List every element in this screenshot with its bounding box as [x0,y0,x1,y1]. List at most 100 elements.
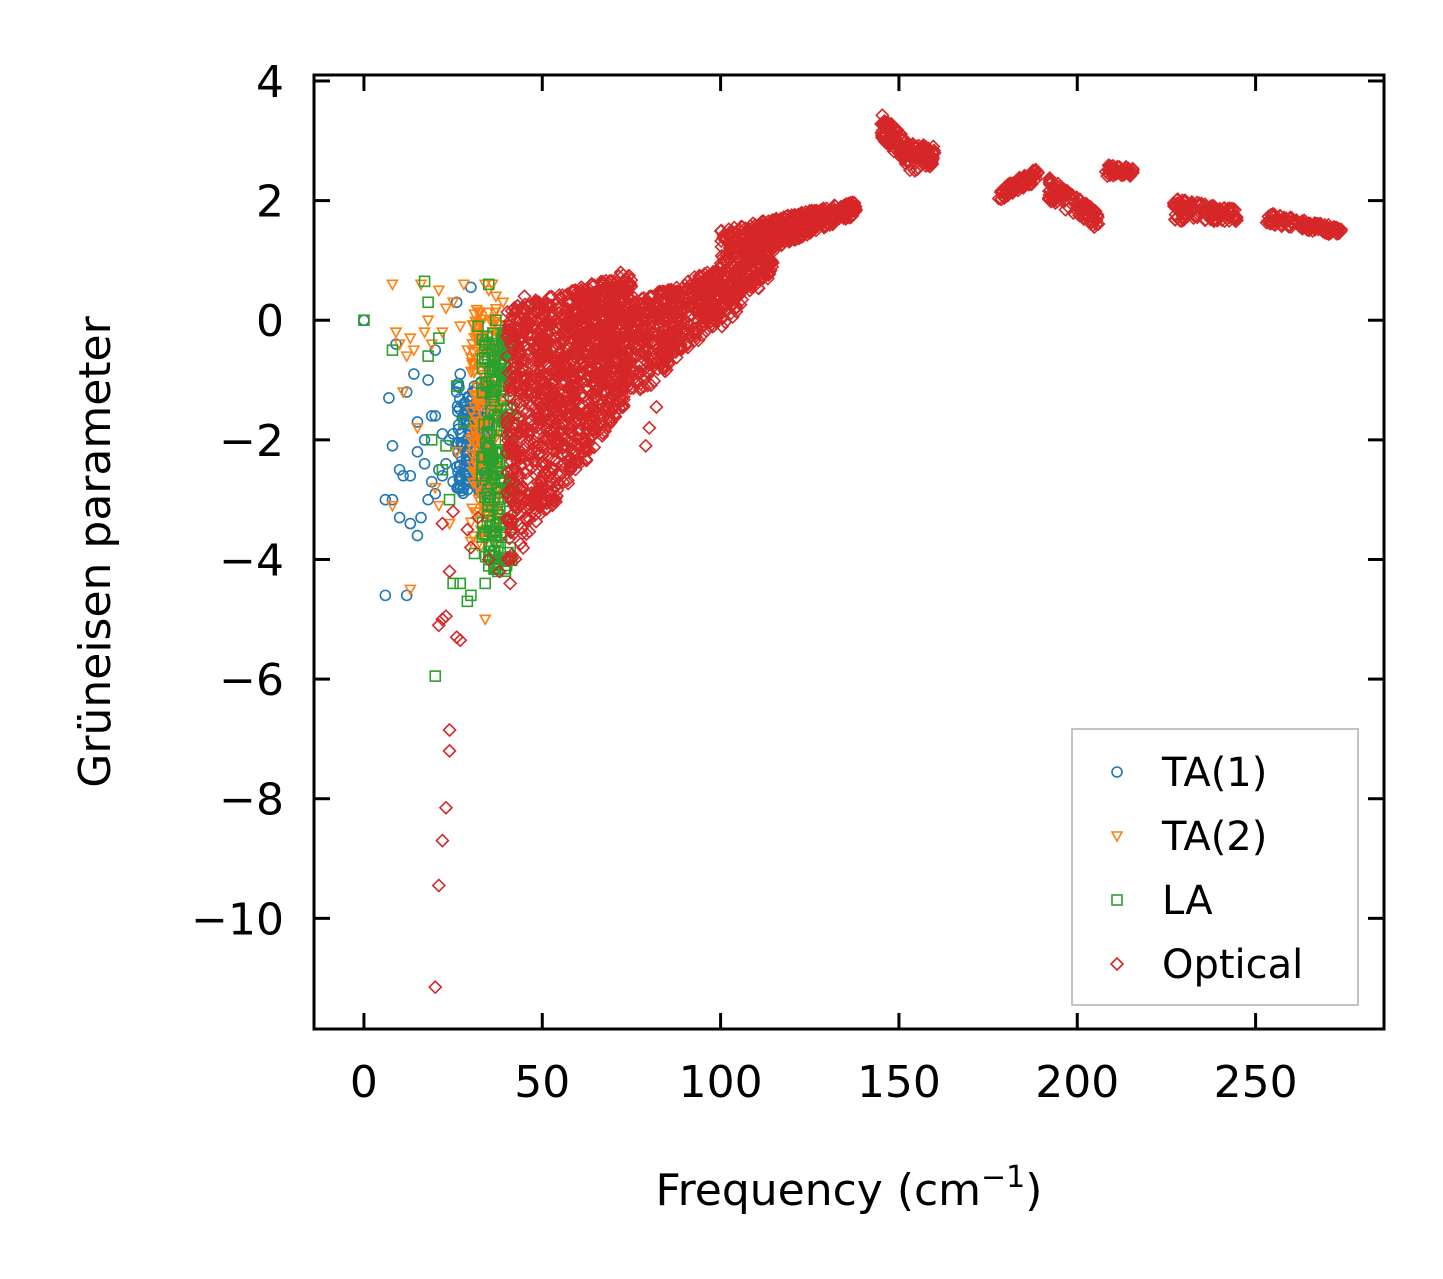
data-point [438,609,454,624]
legend-label: LA [1162,878,1213,924]
y-axis-ticks: 4 2 0 −2 −4 −6 −8 −10 [191,57,1384,945]
data-point [563,382,578,397]
data-point [504,462,519,477]
data-point [1075,197,1090,212]
data-point [668,304,683,319]
data-point [670,295,685,310]
data-point [1013,177,1028,192]
data-point [586,347,601,362]
data-point [902,163,918,178]
data-point [1262,216,1278,231]
data-point [457,279,471,291]
data-point [542,301,557,316]
data-point [595,375,610,390]
data-point [563,334,578,349]
data-point [501,552,516,568]
data-point [570,331,586,346]
data-point [801,205,816,221]
data-point [466,346,480,359]
data-point [632,306,647,322]
data-point [1098,164,1113,179]
x-tick-label: 100 [679,1057,763,1108]
data-point [523,315,538,330]
data-point [443,434,456,446]
data-point [530,418,546,433]
data-point [545,393,560,408]
data-point [707,295,722,311]
legend-marker [1111,766,1123,778]
data-point [612,395,627,411]
data-point [593,304,608,319]
data-point [442,722,457,738]
data-point [481,427,493,440]
data-point [640,343,655,358]
data-point [518,319,534,334]
data-point [489,291,503,303]
data-point [468,547,481,560]
data-point [508,370,523,385]
data-point [586,343,601,359]
data-point [730,269,745,284]
data-point [787,228,802,244]
data-point [569,436,584,451]
y-tick-label: 4 [256,57,284,108]
data-point [504,541,516,554]
data-point [907,163,922,178]
data-point [583,333,598,349]
data-point [379,589,392,602]
data-point [506,379,521,394]
data-point [722,287,737,302]
data-point [525,442,541,457]
data-point [433,332,445,344]
data-point [743,279,759,295]
data-point [425,339,439,351]
data-point [632,364,647,379]
data-point [503,576,518,591]
data-point [695,277,710,292]
data-point [713,223,728,239]
data-point [482,278,495,291]
data-point [728,232,744,247]
data-point [580,360,595,376]
data-point [648,306,663,322]
data-point [629,349,644,364]
legend-label: TA(2) [1161,814,1267,860]
data-point [518,511,533,527]
data-point [440,457,452,470]
data-point [505,483,520,498]
data-point [596,300,611,315]
data-point [435,833,450,848]
data-point [533,363,548,379]
data-point [1203,203,1218,218]
data-point [692,298,707,313]
data-point [723,306,739,321]
data-point [1216,207,1231,223]
data-point [422,350,434,362]
data-point [541,469,557,484]
data-point [496,297,510,309]
data-point [1013,179,1028,194]
data-point [669,323,684,338]
data-point [463,540,479,555]
data-point [592,318,607,333]
legend-marker [1109,956,1125,972]
data-point [439,303,453,315]
data-point [556,474,571,490]
data-point [524,376,539,391]
data-point [509,313,524,329]
data-point [544,289,559,304]
data-point [814,207,829,222]
data-point [625,304,640,319]
data-point [688,326,703,342]
y-axis-label: Grüneisen parameter [70,315,121,787]
data-point [454,577,467,590]
data-point [445,504,461,519]
data-point [584,300,600,315]
data-point [390,338,402,350]
data-point [735,228,750,243]
data-point [467,478,481,490]
data-point [457,398,470,410]
data-point [598,384,613,399]
data-point [1222,209,1237,224]
data-point [516,540,531,556]
